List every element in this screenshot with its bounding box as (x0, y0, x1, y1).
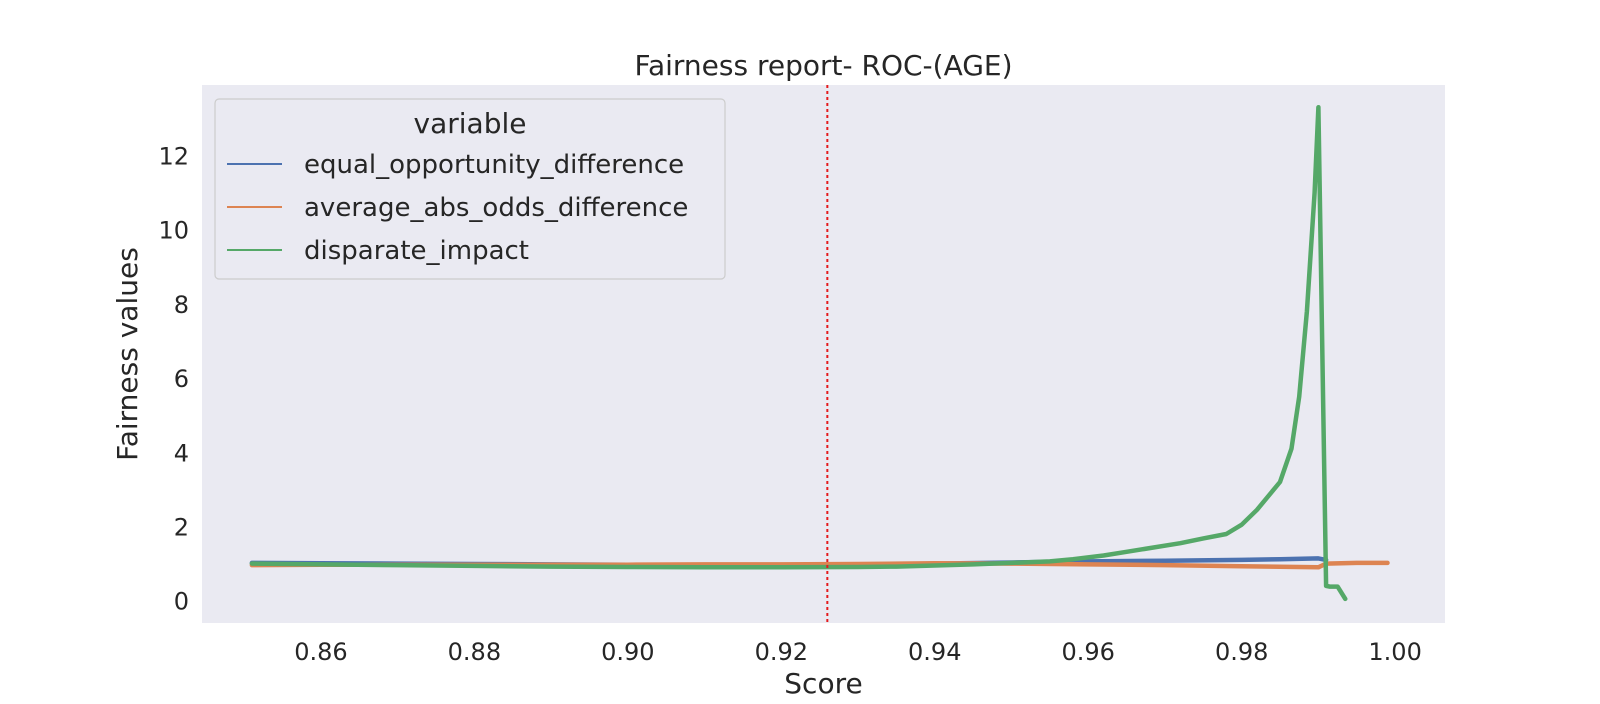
y-axis-ticks: 0 2 4 6 8 10 12 (158, 142, 189, 615)
chart-title: Fairness report- ROC-(AGE) (634, 49, 1012, 82)
x-tick-label: 0.94 (908, 638, 961, 666)
legend-items: equal_opportunity_difference average_abs_… (227, 150, 688, 266)
legend: variable equal_opportunity_differenceave… (214, 98, 726, 280)
y-tick-label: 6 (174, 365, 189, 393)
y-tick-label: 4 (174, 439, 189, 467)
y-tick-label: 8 (174, 291, 189, 319)
legend-box (214, 98, 726, 280)
x-tick-label: 0.90 (601, 638, 654, 666)
y-tick-label: 12 (158, 142, 189, 170)
y-axis-label: Fairness values (111, 247, 144, 461)
x-tick-label: 0.88 (448, 638, 501, 666)
x-axis-ticks: 0.86 0.88 0.90 0.92 0.94 0.96 0.98 1.00 (294, 638, 1422, 666)
x-tick-label: 0.98 (1215, 638, 1268, 666)
series-layer (249, 105, 1390, 602)
legend-label: disparate_impact (304, 236, 529, 266)
legend-label: equal_opportunity_difference (304, 150, 684, 180)
x-tick-label: 0.96 (1061, 638, 1114, 666)
y-tick-label: 2 (174, 514, 189, 542)
x-tick-label: 0.92 (755, 638, 808, 666)
y-tick-label: 0 (174, 588, 189, 616)
x-axis-label: Score (784, 667, 862, 700)
series-line-disparate-impact (249, 105, 1348, 602)
legend-label: average_abs_odds_difference (304, 193, 688, 223)
legend-title: variable (414, 107, 527, 140)
x-tick-label: 1.00 (1368, 638, 1421, 666)
x-tick-label: 0.86 (294, 638, 347, 666)
y-tick-label: 10 (158, 217, 189, 245)
